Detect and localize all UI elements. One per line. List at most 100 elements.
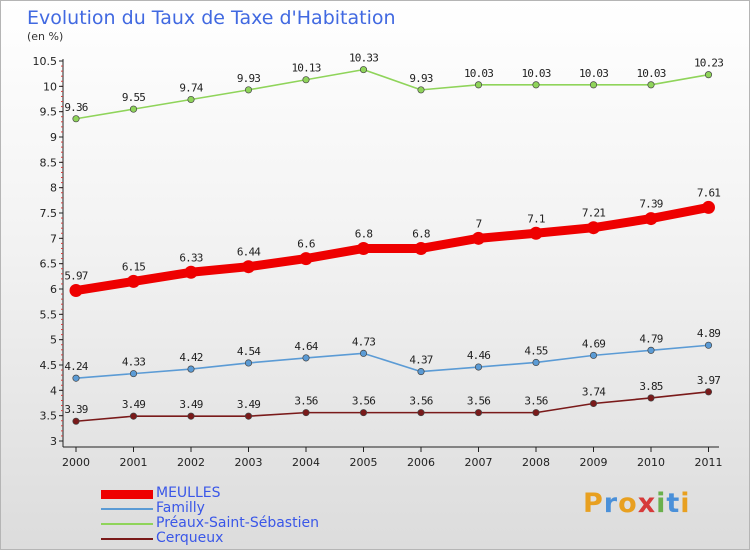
data-point: [302, 354, 310, 362]
data-label: 6.15: [122, 260, 145, 273]
data-point: [529, 226, 543, 240]
data-label: 6.33: [179, 251, 202, 264]
logo-letter: P: [583, 488, 604, 519]
y-tick-label: 3: [50, 435, 57, 448]
legend-swatch: [101, 489, 153, 499]
legend-swatch: [101, 508, 153, 510]
data-point: [299, 252, 313, 266]
data-label: 4.46: [467, 349, 490, 362]
data-label: 6.8: [355, 227, 373, 240]
x-tick-label: 2002: [177, 456, 205, 469]
data-label: 3.39: [64, 403, 87, 416]
data-label: 3.97: [697, 374, 720, 387]
legend-item: Familly: [101, 500, 341, 516]
data-point: [184, 265, 198, 279]
y-tick-label: 7: [50, 232, 57, 245]
data-label: 9.55: [122, 91, 145, 104]
data-label: 3.49: [179, 398, 202, 411]
series-line: [75, 391, 710, 423]
data-label: 6.8: [412, 227, 430, 240]
y-tick-label: 10: [43, 80, 57, 93]
data-label: 4.54: [237, 345, 261, 358]
data-label: 6.6: [297, 238, 315, 251]
data-label: 4.69: [582, 337, 605, 350]
x-tick-label: 2000: [62, 456, 90, 469]
data-label: 3.49: [237, 398, 260, 411]
data-point: [357, 241, 370, 255]
data-label: 9.36: [64, 101, 87, 114]
data-point: [647, 346, 655, 354]
series-meulles: 5.97 6.15 6.33 6.44 6.6 6.8 6.8 7 7.1 7.21 7.39 7.6…: [64, 186, 721, 298]
logo-letter: t: [666, 488, 681, 519]
y-tick-label: 5.5: [40, 308, 58, 321]
data-point: [474, 409, 483, 417]
data-point: [704, 388, 713, 396]
data-point: [129, 370, 138, 378]
data-point: [532, 409, 540, 417]
series-layer: 5.97 6.15 6.33 6.44 6.6 6.8 6.8 7 7.1 7.21 7.39 7.6…: [64, 52, 724, 425]
series-line: [71, 202, 713, 296]
data-label: 3.56: [467, 395, 490, 408]
data-point: [187, 95, 195, 104]
y-tick-label: 10.5: [33, 55, 58, 68]
legend: MEULLES Familly Préaux-Saint-Sébastien Cerq…: [101, 485, 341, 546]
data-label: 7.21: [582, 207, 605, 220]
legend-label: Familly: [156, 500, 205, 516]
data-label: 4.89: [697, 327, 720, 340]
x-tick-label: 2005: [350, 456, 378, 469]
x-tick-label: 2008: [522, 456, 550, 469]
data-label: 4.73: [352, 335, 375, 348]
y-tick-label: 7.5: [40, 207, 58, 220]
data-point: [704, 341, 713, 349]
data-label: 10.23: [694, 57, 723, 70]
legend-item: MEULLES: [101, 485, 341, 501]
x-tick-label: 2003: [235, 456, 263, 469]
data-label: 9.93: [237, 72, 260, 85]
data-label: 4.55: [524, 344, 547, 357]
proxiti-logo: Proxiti: [583, 488, 691, 519]
y-tick-label: 4: [50, 384, 57, 397]
data-point: [359, 349, 368, 357]
data-point: [589, 81, 598, 89]
y-tick-label: 9: [50, 131, 57, 144]
data-point: [129, 105, 138, 113]
data-point: [532, 358, 540, 367]
legend-swatch: [101, 538, 153, 540]
y-tick-label: 8.5: [40, 156, 58, 169]
series-cerqueux: 3.39 3.49 3.49 3.49 3.56 3.56 3.56 3.56 3.56 3.74…: [64, 374, 721, 425]
data-point: [589, 351, 598, 359]
data-point: [244, 412, 253, 420]
data-point: [72, 115, 80, 123]
y-tick-label: 9.5: [40, 106, 58, 119]
data-point: [417, 409, 425, 417]
data-point: [647, 394, 655, 402]
x-tick-label: 2011: [695, 456, 723, 469]
data-label: 3.56: [524, 395, 547, 408]
data-point: [472, 231, 485, 245]
data-point: [129, 412, 138, 420]
series-pr-aux-saint-s-bastien: 9.36 9.55 9.74 9.93 10.13 10.33 9.93 10.03 10.03…: [64, 52, 724, 123]
data-label: 7.39: [639, 198, 662, 211]
data-point: [702, 200, 715, 214]
data-point: [647, 81, 655, 89]
data-label: 3.49: [122, 398, 145, 411]
data-point: [302, 409, 310, 417]
x-tick-label: 2006: [407, 456, 435, 469]
data-label: 9.93: [409, 72, 432, 85]
data-label: 7.1: [527, 212, 545, 225]
legend-swatch: [101, 523, 153, 525]
y-tick-label: 6.5: [40, 258, 58, 271]
logo-letter: r: [603, 488, 619, 519]
series-line: [75, 68, 710, 120]
data-label: 4.24: [64, 360, 88, 373]
data-label: 7: [476, 217, 482, 230]
data-label: 4.37: [409, 354, 432, 367]
x-tick-label: 2001: [120, 456, 148, 469]
x-tick-label: 2004: [292, 456, 320, 469]
data-point: [302, 76, 310, 84]
series-familly: 4.24 4.33 4.42 4.54 4.64 4.73 4.37 4.46 4.55 4.69…: [64, 327, 721, 382]
data-point: [532, 81, 540, 89]
data-point: [589, 399, 598, 408]
data-label: 4.79: [639, 332, 662, 345]
